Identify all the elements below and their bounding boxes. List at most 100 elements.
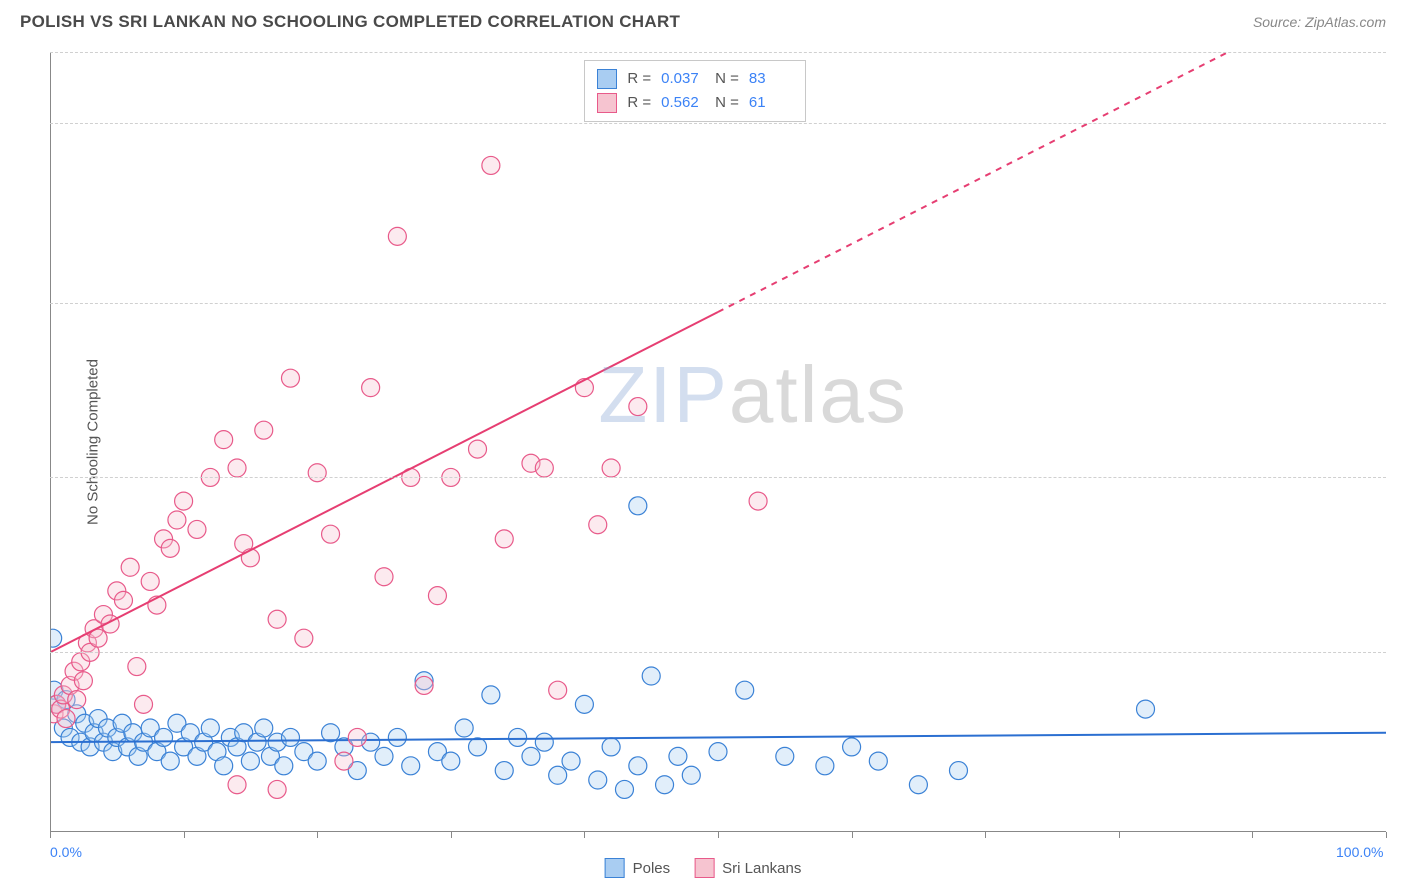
data-point: [74, 672, 92, 690]
data-point: [228, 459, 246, 477]
legend-swatch-poles-icon: [605, 858, 625, 878]
series-legend: Poles Sri Lankans: [605, 858, 802, 878]
data-point: [155, 728, 173, 746]
legend-label-poles: Poles: [633, 860, 671, 877]
data-point: [1137, 700, 1155, 718]
data-point: [482, 686, 500, 704]
data-point: [275, 757, 293, 775]
data-point: [549, 681, 567, 699]
data-point: [388, 728, 406, 746]
data-point: [455, 719, 473, 737]
data-point: [241, 752, 259, 770]
stats-legend-row-poles: R = 0.037 N = 83: [597, 67, 793, 91]
r-label: R =: [627, 67, 651, 91]
stats-legend: R = 0.037 N = 83 R = 0.562 N = 61: [584, 60, 806, 122]
data-point: [241, 549, 259, 567]
data-point: [602, 738, 620, 756]
data-point: [522, 747, 540, 765]
data-point: [375, 568, 393, 586]
data-point: [375, 747, 393, 765]
data-point: [50, 629, 62, 647]
data-point: [322, 724, 340, 742]
data-point: [469, 738, 487, 756]
data-point: [843, 738, 861, 756]
data-point: [629, 757, 647, 775]
legend-item-srilankans: Sri Lankans: [694, 858, 801, 878]
data-point: [909, 776, 927, 794]
data-point: [215, 431, 233, 449]
x-tick: [985, 832, 986, 838]
x-tick: [50, 832, 51, 838]
data-point: [335, 752, 353, 770]
header: POLISH VS SRI LANKAN NO SCHOOLING COMPLE…: [0, 0, 1406, 40]
data-point: [656, 776, 674, 794]
data-point: [589, 771, 607, 789]
trend-line-dashed: [718, 52, 1386, 312]
data-point: [281, 369, 299, 387]
legend-item-poles: Poles: [605, 858, 671, 878]
data-point: [295, 629, 313, 647]
data-point: [121, 558, 139, 576]
data-point: [201, 719, 219, 737]
x-tick: [317, 832, 318, 838]
data-point: [602, 459, 620, 477]
data-point: [442, 752, 460, 770]
data-point: [776, 747, 794, 765]
r-value-poles: 0.037: [661, 67, 705, 91]
data-point: [114, 591, 132, 609]
x-tick: [1252, 832, 1253, 838]
r-label: R =: [627, 91, 651, 115]
legend-swatch-poles: [597, 69, 617, 89]
chart-area: No Schooling Completed 3.8%7.5%11.2%15.0…: [50, 52, 1386, 832]
gridline: [50, 652, 1386, 653]
data-point: [869, 752, 887, 770]
data-point: [535, 733, 553, 751]
data-point: [482, 156, 500, 174]
x-tick: [1119, 832, 1120, 838]
data-point: [348, 728, 366, 746]
data-point: [495, 530, 513, 548]
data-point: [268, 610, 286, 628]
x-tick: [852, 832, 853, 838]
data-point: [255, 719, 273, 737]
stats-legend-row-srilankans: R = 0.562 N = 61: [597, 91, 793, 115]
data-point: [215, 757, 233, 775]
x-tick: [1386, 832, 1387, 838]
data-point: [709, 743, 727, 761]
x-tick-label: 100.0%: [1336, 844, 1383, 860]
n-value-srilankans: 61: [749, 91, 793, 115]
x-tick: [584, 832, 585, 838]
data-point: [682, 766, 700, 784]
data-point: [57, 710, 75, 728]
data-point: [736, 681, 754, 699]
n-label: N =: [715, 91, 739, 115]
data-point: [68, 691, 86, 709]
data-point: [575, 379, 593, 397]
data-point: [469, 440, 487, 458]
data-point: [161, 752, 179, 770]
data-point: [949, 762, 967, 780]
data-point: [495, 762, 513, 780]
data-point: [629, 497, 647, 515]
scatter-plot: [50, 52, 1386, 832]
data-point: [562, 752, 580, 770]
data-point: [388, 227, 406, 245]
data-point: [428, 587, 446, 605]
data-point: [642, 667, 660, 685]
data-point: [268, 780, 286, 798]
data-point: [749, 492, 767, 510]
data-point: [362, 379, 380, 397]
x-tick: [451, 832, 452, 838]
data-point: [228, 776, 246, 794]
data-point: [615, 780, 633, 798]
data-point: [135, 695, 153, 713]
gridline: [50, 123, 1386, 124]
x-tick: [184, 832, 185, 838]
data-point: [322, 525, 340, 543]
source-attribution: Source: ZipAtlas.com: [1253, 14, 1386, 30]
data-point: [281, 728, 299, 746]
data-point: [535, 459, 553, 477]
data-point: [669, 747, 687, 765]
x-tick: [718, 832, 719, 838]
n-label: N =: [715, 67, 739, 91]
